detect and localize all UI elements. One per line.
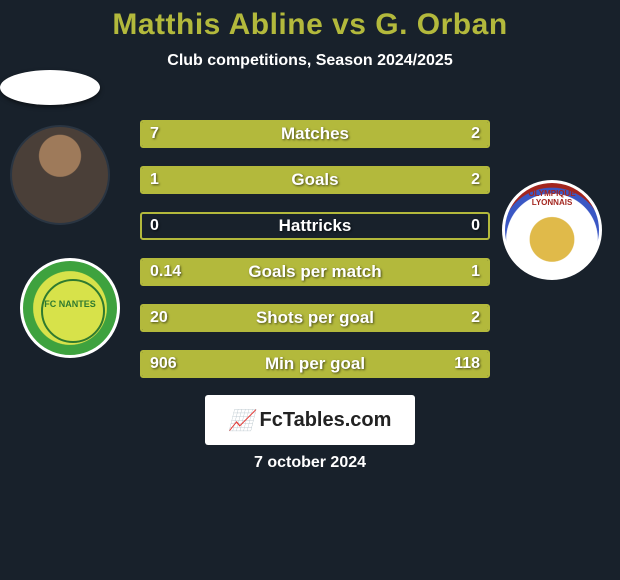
bar-right-fill (457, 306, 488, 330)
stat-row: 72Matches (140, 120, 490, 148)
brand-badge: 📈 FcTables.com (205, 395, 415, 445)
brand-icon: 📈 (229, 408, 254, 433)
date-label: 7 october 2024 (0, 454, 620, 472)
stat-row: 0 0Hattricks (140, 212, 490, 240)
player-right-avatar (0, 70, 100, 105)
stat-left-value: 0 (150, 214, 159, 238)
stat-row: 0.141Goals per match (140, 258, 490, 286)
club-left-crest: FC NANTES (20, 258, 120, 358)
club-right-line2: LYONNAIS (532, 198, 573, 207)
bar-left-fill (142, 122, 412, 146)
bar-right-fill (256, 168, 488, 192)
club-right-crest: OLYMPIQUE LYONNAIS (502, 180, 602, 280)
bar-left-fill (142, 168, 256, 192)
bar-right-fill (184, 260, 488, 284)
bar-left-fill (142, 306, 457, 330)
subtitle: Club competitions, Season 2024/2025 (0, 52, 620, 70)
brand-text: FcTables.com (260, 409, 392, 432)
comparison-chart: 72Matches 12Goals 0 0Hattricks 0.141Goals pe… (140, 120, 490, 396)
comparison-card: Matthis Abline vs G. Orban Club competit… (0, 0, 620, 580)
bar-left-fill (142, 260, 184, 284)
stat-right-value: 0 (471, 214, 480, 238)
bar-right-fill (412, 122, 488, 146)
stat-row: 906118Min per goal (140, 350, 490, 378)
club-left-label: FC NANTES (23, 299, 117, 309)
club-right-line1: OLYMPIQUE (528, 189, 575, 198)
stat-label: Hattricks (142, 214, 488, 238)
bar-right-fill (446, 352, 488, 376)
page-title: Matthis Abline vs G. Orban (0, 0, 620, 42)
club-right-label: OLYMPIQUE LYONNAIS (505, 189, 599, 207)
player-left-avatar (10, 125, 110, 225)
bar-left-fill (142, 352, 446, 376)
stat-row: 202Shots per goal (140, 304, 490, 332)
club-left-ring (41, 279, 105, 343)
stat-row: 12Goals (140, 166, 490, 194)
